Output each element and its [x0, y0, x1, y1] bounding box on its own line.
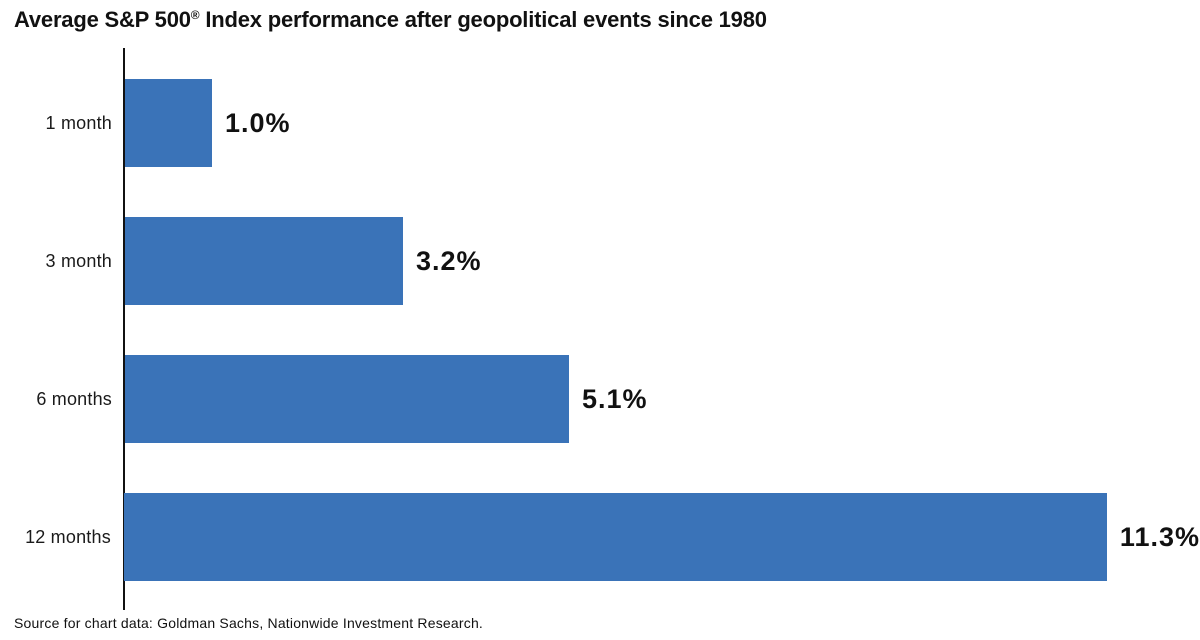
category-label: 6 months: [36, 388, 112, 409]
value-label: 1.0%: [225, 107, 291, 138]
bar-6-months: [125, 355, 569, 443]
bar-rows: 1 month 1.0% 3 month 3.2% 6 months 5.1% …: [0, 79, 1200, 581]
bar-row-3-month: 3 month 3.2%: [0, 217, 1200, 305]
bar-3-month: [125, 217, 403, 305]
bar-row-1-month: 1 month 1.0%: [0, 79, 1200, 167]
source-note: Source for chart data: Goldman Sachs, Na…: [14, 615, 484, 631]
bar-12-months: [123, 493, 1107, 581]
bar-row-6-months: 6 months 5.1%: [0, 355, 1200, 443]
chart-title: Average S&P 500® Index performance after…: [14, 7, 767, 33]
category-label: 12 months: [25, 526, 111, 547]
plot-area: 1 month 1.0% 3 month 3.2% 6 months 5.1% …: [0, 48, 1200, 610]
bar-1-month: [125, 79, 212, 167]
title-text: Average S&P 500: [14, 7, 191, 32]
category-label: 1 month: [45, 112, 112, 133]
y-axis-line: [123, 48, 125, 610]
bar-row-12-months: 12 months 11.3%: [0, 493, 1200, 581]
registered-trademark-symbol: ®: [190, 8, 200, 22]
title-text-continued: Index performance after geopolitical eve…: [199, 7, 767, 32]
value-label: 11.3%: [1119, 521, 1200, 552]
value-label: 5.1%: [582, 383, 648, 414]
category-label: 3 month: [45, 250, 112, 271]
value-label: 3.2%: [416, 245, 482, 276]
